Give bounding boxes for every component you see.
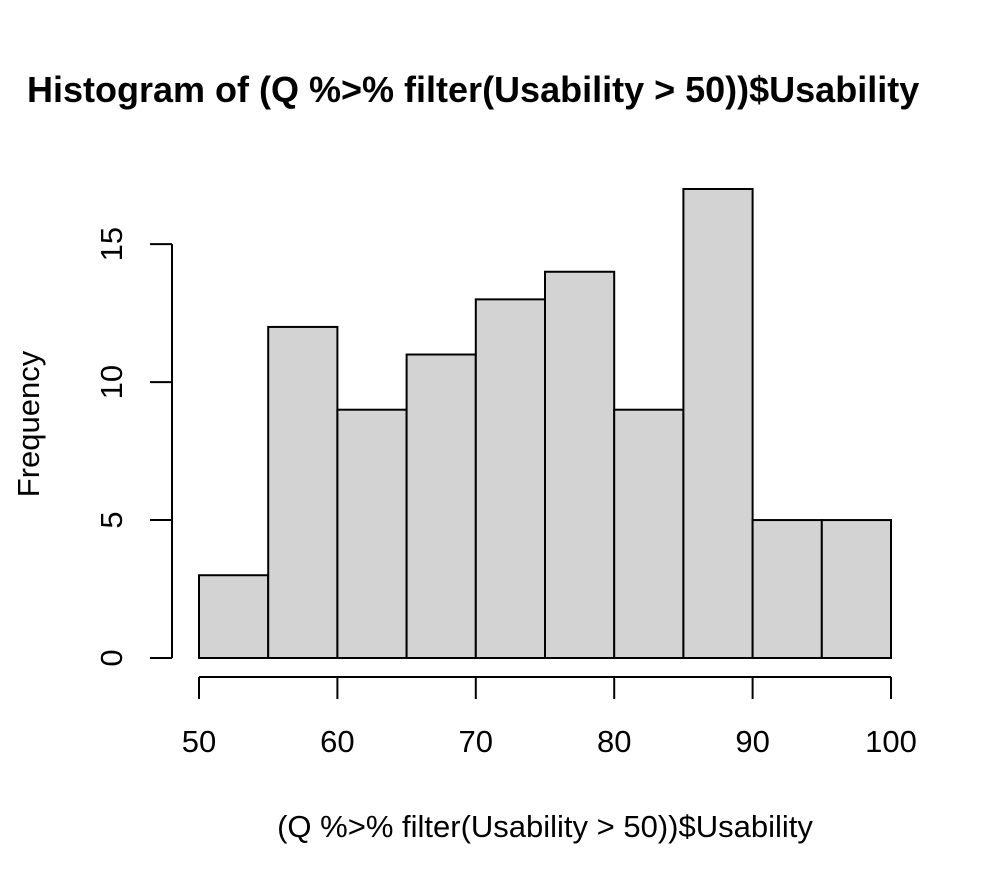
y-tick-label: 0 [94, 649, 129, 666]
x-tick-label: 100 [865, 724, 917, 759]
histogram-bar-70-75 [474, 298, 546, 659]
histogram-bar-75-80 [544, 270, 616, 659]
y-tick-label: 15 [94, 227, 129, 261]
x-tick-label: 90 [735, 724, 769, 759]
y-tick-label: 10 [94, 365, 129, 399]
histogram-bar-60-65 [336, 408, 408, 659]
chart-title: Histogram of (Q %>% filter(Usability > 5… [27, 69, 919, 110]
histogram-bar-80-85 [613, 408, 685, 659]
histogram-bar-95-100 [820, 519, 892, 660]
x-axis-label: (Q %>% filter(Usability > 50))$Usability [277, 809, 813, 844]
x-axis: 50 60 70 80 90 100 [182, 676, 917, 759]
x-tick-label: 50 [182, 724, 216, 759]
x-tick-label: 60 [320, 724, 354, 759]
x-tick-label: 70 [459, 724, 493, 759]
histogram-bar-65-70 [405, 353, 477, 659]
histogram-bar-55-60 [267, 325, 339, 659]
y-axis-label: Frequency [11, 350, 46, 497]
histogram-bar-50-55 [198, 574, 270, 659]
histogram-bars [198, 188, 892, 660]
histogram-bar-90-95 [751, 519, 823, 660]
y-tick-label: 5 [94, 511, 129, 528]
histogram-bar-85-90 [682, 188, 754, 659]
x-tick-label: 80 [597, 724, 631, 759]
y-axis: 0 5 10 15 [94, 227, 173, 667]
